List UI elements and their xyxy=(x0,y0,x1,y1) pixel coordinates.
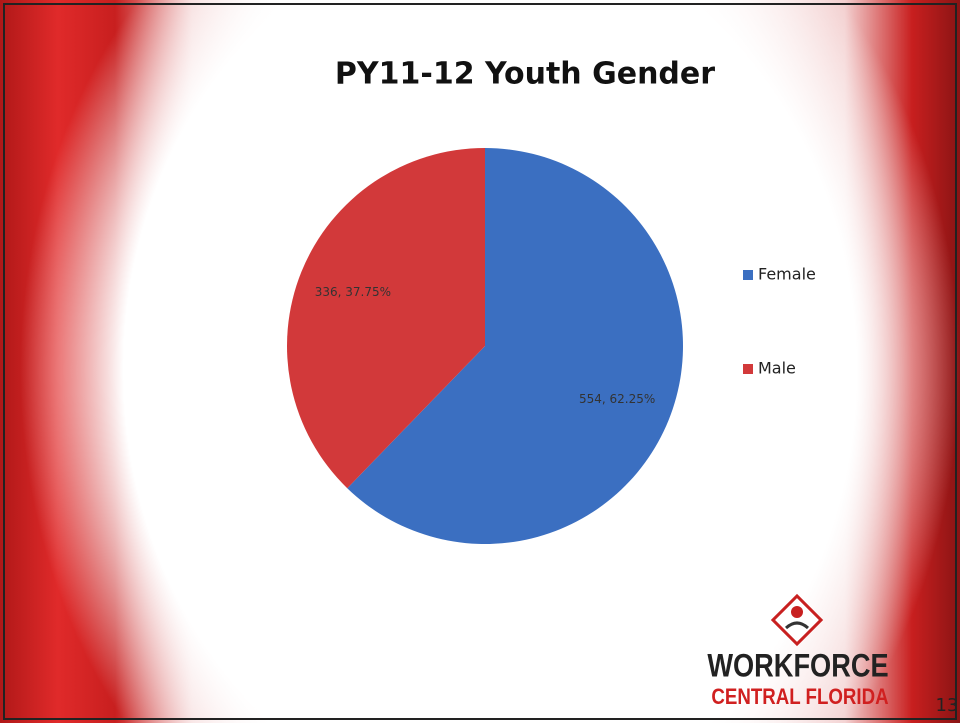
logo: WORKFORCE CENTRAL FLORIDA xyxy=(707,593,889,709)
legend-label: Female xyxy=(758,265,816,284)
legend-swatch xyxy=(743,270,753,280)
chart-title: PY11-12 Youth Gender xyxy=(335,57,715,92)
logo-text: WORKFORCE xyxy=(707,648,888,684)
legend-swatch xyxy=(743,364,753,374)
pie-slice xyxy=(287,148,485,489)
data-label: 336, 37.75% xyxy=(315,285,391,299)
logo-icon xyxy=(784,621,810,630)
logo-diamond xyxy=(770,593,824,647)
pie-slice xyxy=(347,148,683,544)
data-label: 554, 62.25% xyxy=(579,392,655,406)
logo-text: CENTRAL FLORIDA xyxy=(711,685,888,709)
logo-icon xyxy=(791,606,803,618)
page-number: 13 xyxy=(936,695,959,716)
legend-label: Male xyxy=(758,359,796,378)
slide-border xyxy=(3,3,957,720)
pie xyxy=(287,148,683,544)
